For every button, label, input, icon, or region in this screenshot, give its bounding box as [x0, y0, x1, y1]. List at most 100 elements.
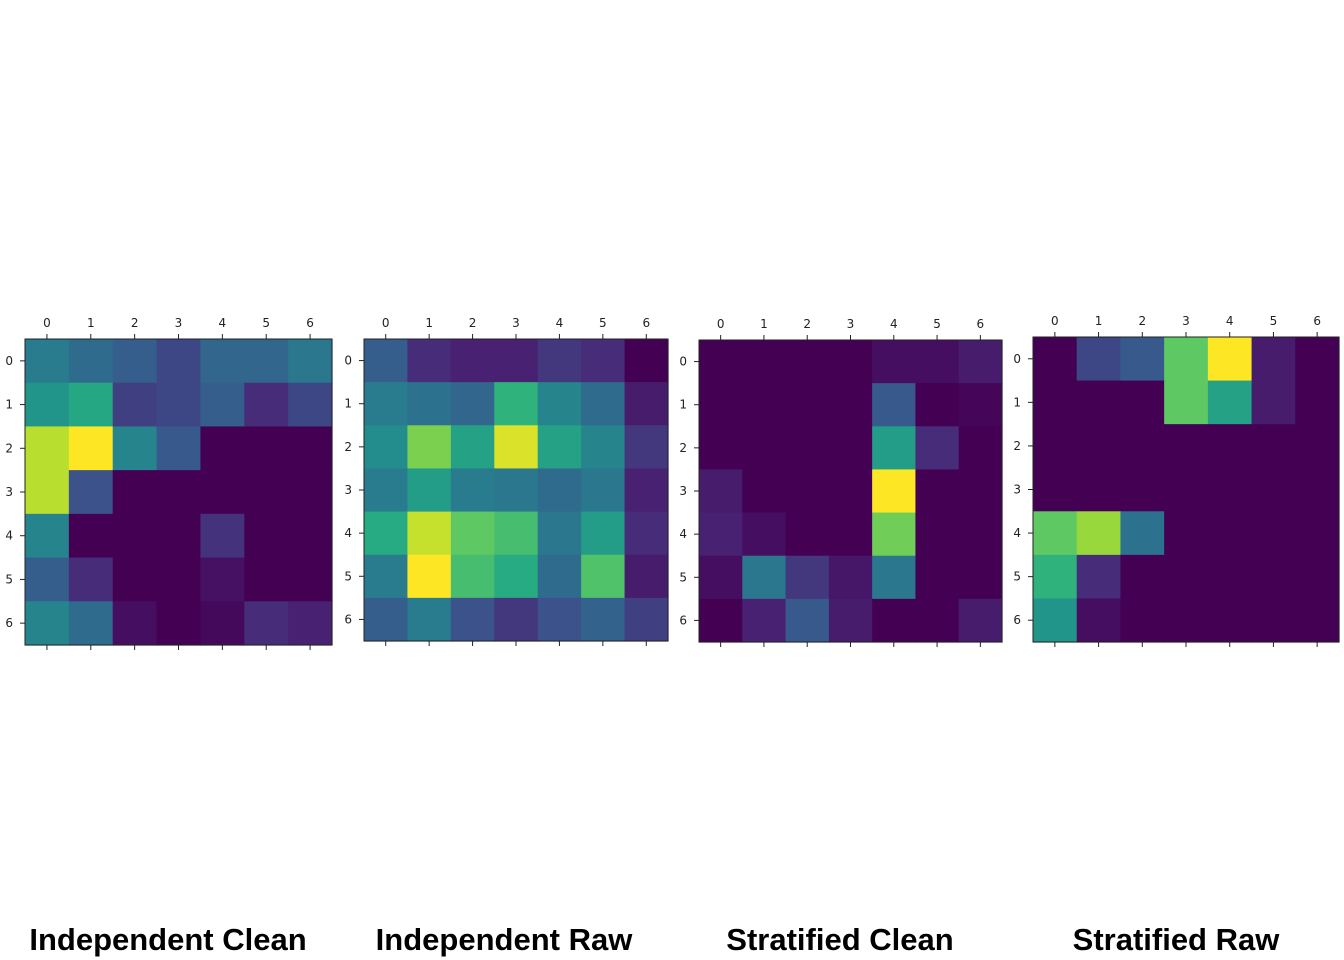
- heatmap-cell: [288, 557, 333, 602]
- heatmap-cell: [537, 382, 582, 426]
- y-tick-label: 0: [5, 354, 13, 368]
- heatmap-cell: [872, 469, 917, 514]
- x-tick-label: 0: [1051, 314, 1059, 328]
- heatmap-cell: [156, 426, 202, 471]
- heatmap-cell: [785, 555, 830, 600]
- heatmap-cell: [25, 426, 70, 471]
- heatmap-cell: [244, 339, 289, 384]
- caption-independent-clean: Independent Clean: [29, 922, 307, 957]
- heatmap-cell: [450, 425, 495, 470]
- heatmap-cell: [1120, 424, 1165, 469]
- heatmap-cell: [156, 339, 202, 384]
- heatmap-cell: [958, 555, 1003, 600]
- y-tick-label: 5: [344, 569, 352, 583]
- heatmap-cell: [494, 425, 539, 470]
- x-tick-label: 0: [382, 316, 390, 330]
- heatmap-cell: [1033, 511, 1078, 556]
- heatmap-cell: [1120, 467, 1165, 512]
- heatmap-cell: [1251, 467, 1296, 512]
- heatmap-cell: [1033, 598, 1078, 643]
- heatmap-cell: [25, 557, 70, 602]
- heatmap-cell: [450, 339, 495, 383]
- y-tick-label: 3: [5, 485, 13, 499]
- heatmap-panel-1: 0 1 2 3 4 5 6 0 1 2 3 4 5 6: [344, 316, 669, 646]
- y-tick-label: 2: [344, 440, 352, 454]
- heatmap-cell: [1295, 511, 1340, 556]
- heatmap-cell: [915, 426, 960, 471]
- y-tick-label: 3: [1013, 483, 1021, 497]
- x-tick-label: 4: [219, 316, 227, 330]
- heatmap-cell: [958, 512, 1003, 557]
- y-tick-label: 4: [344, 526, 352, 540]
- y-tick-label: 1: [679, 398, 687, 412]
- x-tick-label: 3: [512, 316, 520, 330]
- x-tick-label: 2: [131, 316, 139, 330]
- heatmap-cell: [200, 601, 245, 646]
- heatmap-cell: [450, 597, 495, 642]
- heatmap-cell: [785, 426, 830, 471]
- heatmap-cell: [450, 468, 495, 513]
- heatmap-cell: [915, 340, 960, 384]
- heatmap-cell: [68, 470, 114, 515]
- heatmap-cell: [624, 468, 669, 513]
- caption-stratified-clean: Stratified Clean: [726, 922, 954, 957]
- heatmap-cell: [958, 340, 1003, 384]
- y-tick-label: 4: [5, 529, 13, 543]
- heatmap-cell: [364, 382, 409, 426]
- heatmap-cell: [244, 426, 289, 471]
- heatmap-cell: [364, 468, 409, 513]
- heatmap-cell: [244, 557, 289, 602]
- heatmap-cell: [1120, 380, 1165, 425]
- heatmap-cell: [1295, 424, 1340, 469]
- heatmap-cell: [244, 601, 289, 646]
- heatmap-cell: [537, 554, 582, 599]
- heatmap-cell: [828, 469, 873, 514]
- heatmap-cell: [1295, 598, 1340, 643]
- heatmap-panel-2: 0 1 2 3 4 5 6 0 1 2 3 4 5 6: [679, 317, 1003, 647]
- heatmap-cell: [872, 512, 917, 557]
- heatmap-cell: [1076, 598, 1122, 643]
- heatmap-cell: [68, 382, 114, 428]
- heatmap-cell: [699, 555, 743, 600]
- heatmap-cell: [112, 513, 158, 559]
- heatmap-cell: [1164, 380, 1209, 425]
- heatmap-cell: [872, 426, 917, 471]
- heatmap-cell: [364, 511, 409, 556]
- heatmap-cell: [785, 383, 830, 427]
- y-tick-label: 3: [679, 484, 687, 498]
- heatmap-cell: [828, 340, 873, 384]
- heatmap-cell: [200, 382, 245, 428]
- heatmap-cell: [112, 382, 158, 428]
- x-tick-label: 1: [760, 317, 768, 331]
- x-tick-label: 3: [1182, 314, 1190, 328]
- heatmap-cell: [915, 469, 960, 514]
- heatmap-cell: [742, 469, 787, 514]
- heatmap-panel-3: 0 1 2 3 4 5 6 0 1 2 3 4 5 6: [1013, 314, 1340, 647]
- heatmap-cell: [288, 339, 333, 384]
- heatmap-cell: [364, 554, 409, 599]
- heatmap-cell: [200, 426, 245, 471]
- heatmap-cell: [699, 469, 743, 514]
- heatmap-cell: [581, 425, 626, 470]
- heatmap-cell: [112, 426, 158, 471]
- heatmap-cell: [537, 468, 582, 513]
- heatmap-cell: [915, 555, 960, 600]
- y-tick-label: 1: [344, 397, 352, 411]
- heatmap-cell: [1076, 467, 1122, 512]
- heatmap-cell: [1164, 511, 1209, 556]
- heatmap-cell: [699, 340, 743, 384]
- heatmap-cell: [1295, 337, 1340, 382]
- heatmap-cell: [1251, 424, 1296, 469]
- heatmap-cell: [742, 340, 787, 384]
- heatmap-cell: [156, 601, 202, 646]
- heatmap-cell: [699, 383, 743, 427]
- heatmap-cell: [25, 382, 70, 428]
- heatmap-cell: [494, 382, 539, 426]
- heatmap-cell: [1033, 467, 1078, 512]
- heatmap-cell: [958, 426, 1003, 471]
- heatmap-cell: [494, 468, 539, 513]
- y-tick-label: 6: [1013, 613, 1021, 627]
- heatmap-cell: [494, 339, 539, 383]
- heatmap-cell: [288, 426, 333, 471]
